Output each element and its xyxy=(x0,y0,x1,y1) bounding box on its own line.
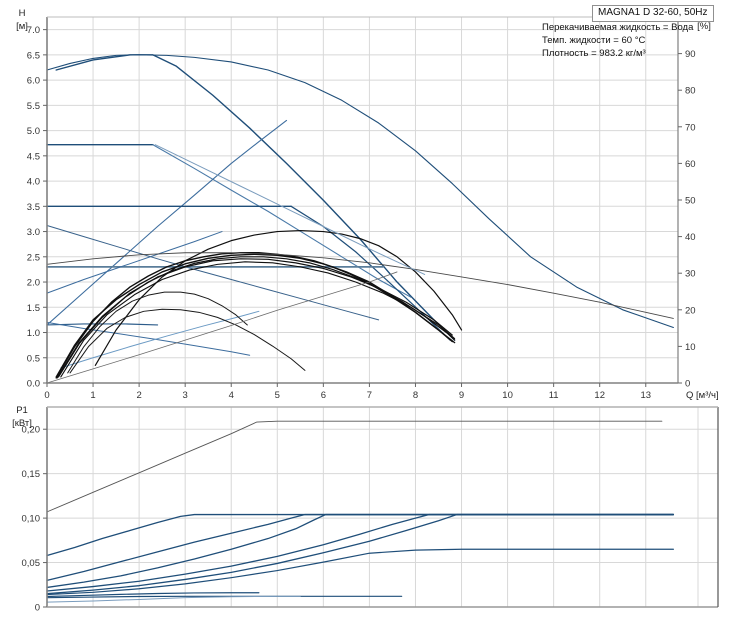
svg-text:7.0: 7.0 xyxy=(27,25,40,36)
head-efficiency-chart: 0.0 0.5 1.0 1.5 2.0 2.5 3.0 3.5 4.0 4.5 5.0 5.5 6.0 6… xyxy=(16,8,719,401)
svg-text:2: 2 xyxy=(136,390,141,401)
svg-text:3.5: 3.5 xyxy=(27,202,40,213)
power-chart: 0 0,05 0,10 0,15 0,20 P1 [кВт] xyxy=(12,405,719,614)
svg-text:7: 7 xyxy=(367,390,372,401)
svg-text:9: 9 xyxy=(459,390,464,401)
svg-text:2.0: 2.0 xyxy=(27,278,40,289)
svg-text:40: 40 xyxy=(685,232,696,243)
svg-text:70: 70 xyxy=(685,122,696,133)
svg-text:[м]: [м] xyxy=(16,21,28,32)
svg-text:6: 6 xyxy=(321,390,326,401)
svg-text:Q [м³/ч]: Q [м³/ч] xyxy=(686,390,719,401)
pump-title-box: MAGNA1 D 32-60, 50Hz xyxy=(592,5,714,22)
svg-text:P1: P1 xyxy=(16,405,28,416)
svg-text:10: 10 xyxy=(502,390,513,401)
svg-text:60: 60 xyxy=(685,159,696,170)
svg-text:30: 30 xyxy=(685,269,696,280)
fluid-info-block: Перекачиваемая жидкость = Вода Темп. жид… xyxy=(542,21,693,60)
svg-text:4.0: 4.0 xyxy=(27,177,40,188)
svg-text:3.0: 3.0 xyxy=(27,227,40,238)
svg-text:[кВт]: [кВт] xyxy=(12,418,32,429)
svg-text:[%]: [%] xyxy=(697,21,711,32)
svg-text:5: 5 xyxy=(275,390,280,401)
svg-text:1.0: 1.0 xyxy=(27,328,40,339)
svg-text:80: 80 xyxy=(685,86,696,97)
svg-text:90: 90 xyxy=(685,49,696,60)
svg-text:5.0: 5.0 xyxy=(27,126,40,137)
svg-text:8: 8 xyxy=(413,390,418,401)
svg-text:6.5: 6.5 xyxy=(27,50,40,61)
svg-text:20: 20 xyxy=(685,305,696,316)
svg-text:50: 50 xyxy=(685,196,696,207)
svg-text:0,05: 0,05 xyxy=(22,558,41,569)
svg-text:0.0: 0.0 xyxy=(27,379,40,390)
pump-title-text: MAGNA1 D 32-60, 50Hz xyxy=(598,7,708,18)
svg-text:13: 13 xyxy=(640,390,651,401)
svg-text:10: 10 xyxy=(685,342,696,353)
svg-text:3: 3 xyxy=(183,390,188,401)
svg-text:4.5: 4.5 xyxy=(27,151,40,162)
svg-text:0,15: 0,15 xyxy=(22,469,41,480)
info-line-temperature: Темп. жидкости = 60 °C xyxy=(542,35,646,46)
svg-text:11: 11 xyxy=(549,390,559,401)
svg-text:0: 0 xyxy=(685,379,690,390)
info-line-liquid: Перекачиваемая жидкость = Вода xyxy=(542,22,694,33)
info-line-density: Плотность = 983.2 кг/м³ xyxy=(542,48,646,59)
svg-text:0.5: 0.5 xyxy=(27,353,40,364)
svg-text:12: 12 xyxy=(594,390,605,401)
svg-text:0: 0 xyxy=(35,603,40,614)
svg-text:0: 0 xyxy=(44,390,49,401)
svg-text:1.5: 1.5 xyxy=(27,303,40,314)
svg-text:H: H xyxy=(19,8,26,19)
svg-text:0,20: 0,20 xyxy=(22,425,41,436)
svg-text:4: 4 xyxy=(229,390,234,401)
svg-text:2.5: 2.5 xyxy=(27,252,40,263)
svg-text:6.0: 6.0 xyxy=(27,76,40,87)
svg-text:5.5: 5.5 xyxy=(27,101,40,112)
svg-text:1: 1 xyxy=(90,390,95,401)
svg-text:0,10: 0,10 xyxy=(22,514,41,525)
